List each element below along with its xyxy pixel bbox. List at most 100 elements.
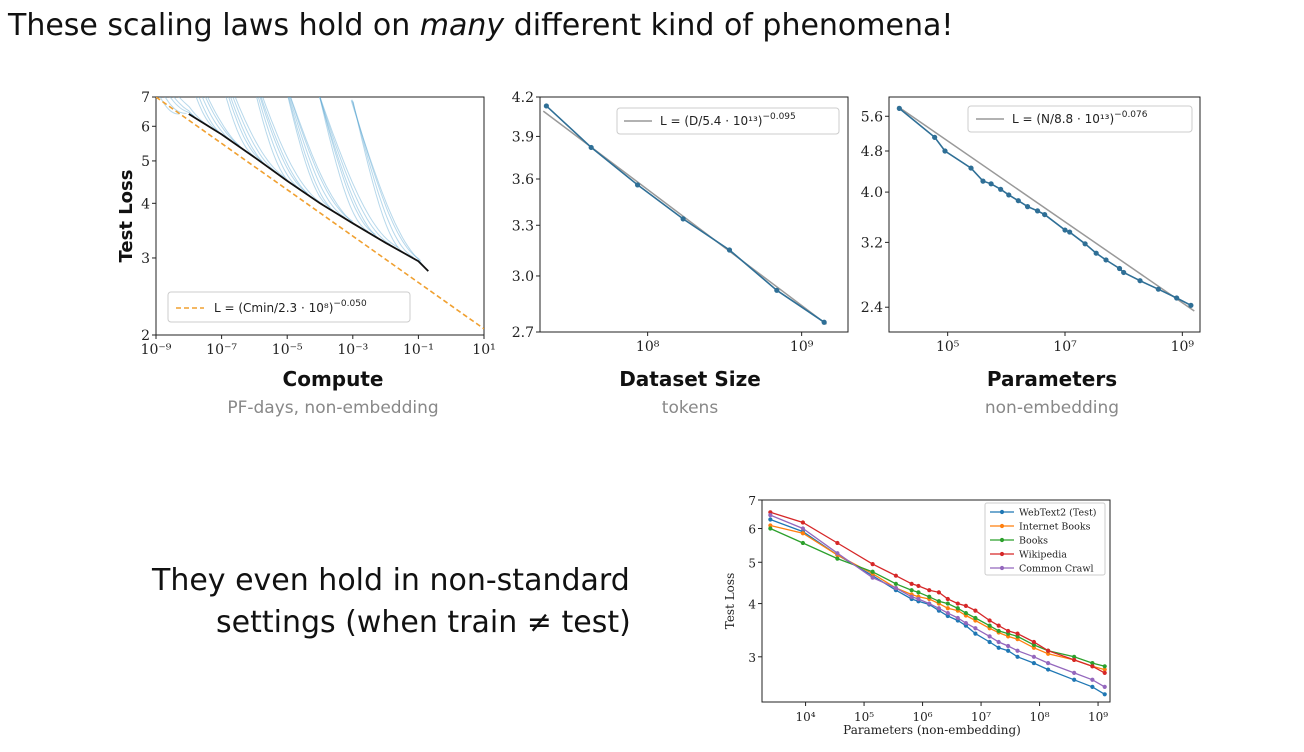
compute-xtick-label: 10⁻³	[337, 342, 368, 358]
transfer-point	[1015, 654, 1020, 659]
transfer-ytick-label: 7	[748, 494, 756, 508]
parameters-point	[942, 148, 948, 154]
transfer-point	[1031, 642, 1036, 647]
compute-learning-curve	[351, 99, 422, 262]
transfer-point	[936, 590, 941, 595]
transfer-point	[1102, 667, 1107, 672]
parameters-point	[1103, 257, 1109, 263]
dataset-xtick-label: 10⁸	[636, 339, 660, 355]
transfer-xtick-label: 10⁹	[1088, 710, 1108, 724]
compute-frontier-line	[188, 113, 429, 272]
parameters-point	[896, 105, 902, 111]
compute-learning-curve	[290, 97, 361, 229]
compute-xtick-label: 10⁻⁹	[141, 342, 172, 358]
transfer-legend-label: Wikipedia	[1019, 550, 1067, 561]
compute-learning-curve	[232, 97, 278, 174]
transfer-point	[987, 634, 992, 639]
compute-learning-curve	[319, 97, 399, 248]
parameters-point	[1137, 278, 1143, 284]
slide-note: They even hold in non-standard settings …	[152, 560, 672, 644]
dataset-point	[726, 247, 733, 253]
compute-learning-curve	[319, 97, 384, 242]
transfer-point	[1015, 648, 1020, 653]
note-line-1: They even hold in non-standard	[152, 563, 630, 598]
transfer-point	[927, 588, 932, 593]
parameters-legend-label: L = (N/8.8 · 10¹³)−0.076	[1012, 110, 1148, 126]
compute-learning-curve	[198, 97, 225, 137]
transfer-point	[1046, 660, 1051, 666]
transfer-legend: WebText2 (Test) Internet Books Books Wikipe…	[984, 502, 1106, 576]
transfer-point	[768, 513, 773, 518]
dataset-ytick-label: 3.0	[512, 269, 534, 285]
parameters-xtick-label: 10⁷	[1053, 339, 1077, 355]
compute-learning-curve	[288, 97, 346, 219]
dataset-point	[774, 287, 780, 293]
compute-ytick-label: 3	[141, 251, 150, 267]
transfer-series-line-3	[770, 511, 1106, 674]
parameters-point	[998, 186, 1004, 192]
compute-ytick-label: 7	[141, 90, 150, 106]
transfer-ytick-label: 4	[748, 598, 756, 612]
slide-title-pre: These scaling laws hold on	[8, 8, 420, 43]
compute-xtick-label: 10⁻⁵	[272, 342, 303, 358]
transfer-point	[963, 620, 968, 626]
transfer-point	[1006, 628, 1011, 634]
compute-learning-curve	[169, 97, 195, 117]
transfer-ylabel: Test Loss	[723, 573, 737, 629]
parameters-xtick-label: 10⁵	[936, 339, 960, 355]
compute-learning-curve	[234, 97, 286, 178]
dataset-point	[821, 319, 827, 325]
parameters-point	[968, 165, 974, 171]
transfer-point	[936, 606, 941, 611]
dataset-xlabel: Dataset Size	[619, 367, 761, 391]
compute-ytick-label: 5	[141, 154, 150, 170]
transfer-point	[945, 613, 950, 619]
transfer-point	[973, 608, 978, 613]
compute-xtick-label: 10⁻¹	[403, 342, 434, 358]
transfer-legend-marker	[999, 509, 1005, 515]
transfer-xlabel: Parameters (non-embedding)	[843, 723, 1021, 737]
transfer-point	[1102, 664, 1107, 669]
parameters-point	[932, 134, 938, 140]
transfer-point	[1090, 684, 1095, 689]
dataset-point	[588, 144, 594, 151]
compute-xsublabel: PF-days, non-embedding	[227, 398, 438, 418]
compute-learning-curve	[159, 97, 180, 115]
transfer-legend-marker	[999, 537, 1005, 543]
transfer-point	[973, 615, 978, 621]
transfer-legend-label: Books	[1019, 536, 1048, 547]
compute-learning-curve	[178, 97, 210, 127]
compute-learning-curve	[228, 97, 263, 162]
dataset-point	[680, 216, 686, 222]
transfer-point	[1072, 654, 1077, 659]
transfer-point	[1046, 667, 1051, 672]
transfer-point	[835, 540, 840, 546]
transfer-point	[768, 517, 773, 522]
parameters-point	[1093, 250, 1099, 256]
transfer-point	[909, 581, 914, 586]
compute-learning-curve	[207, 97, 248, 153]
compute-series-group	[156, 97, 484, 330]
transfer-ytick-label: 3	[748, 651, 756, 665]
compute-xtick-label: 10⁻⁷	[206, 342, 237, 358]
transfer-point	[835, 551, 840, 556]
transfer-legend-label: Internet Books	[1019, 522, 1091, 533]
transfer-point	[800, 531, 805, 536]
parameters-point	[1155, 286, 1161, 292]
transfer-point	[870, 569, 875, 574]
transfer-point	[1072, 657, 1077, 663]
parameters-ytick-label: 4.8	[861, 144, 883, 160]
transfer-legend-marker	[999, 551, 1005, 557]
dataset-point	[634, 182, 641, 188]
transfer-ytick-label: 6	[748, 523, 756, 537]
transfer-point	[909, 594, 914, 599]
dataset-point	[543, 103, 549, 109]
dataset-ytick-label: 3.3	[512, 218, 534, 234]
transfer-point	[1015, 631, 1020, 636]
transfer-point	[893, 573, 898, 578]
compute-learning-curve	[256, 97, 293, 185]
compute-xlabel: Compute	[283, 367, 384, 391]
parameters-fit-line	[897, 105, 1195, 312]
compute-learning-curve	[262, 97, 323, 205]
dataset-plot-frame	[539, 96, 849, 333]
